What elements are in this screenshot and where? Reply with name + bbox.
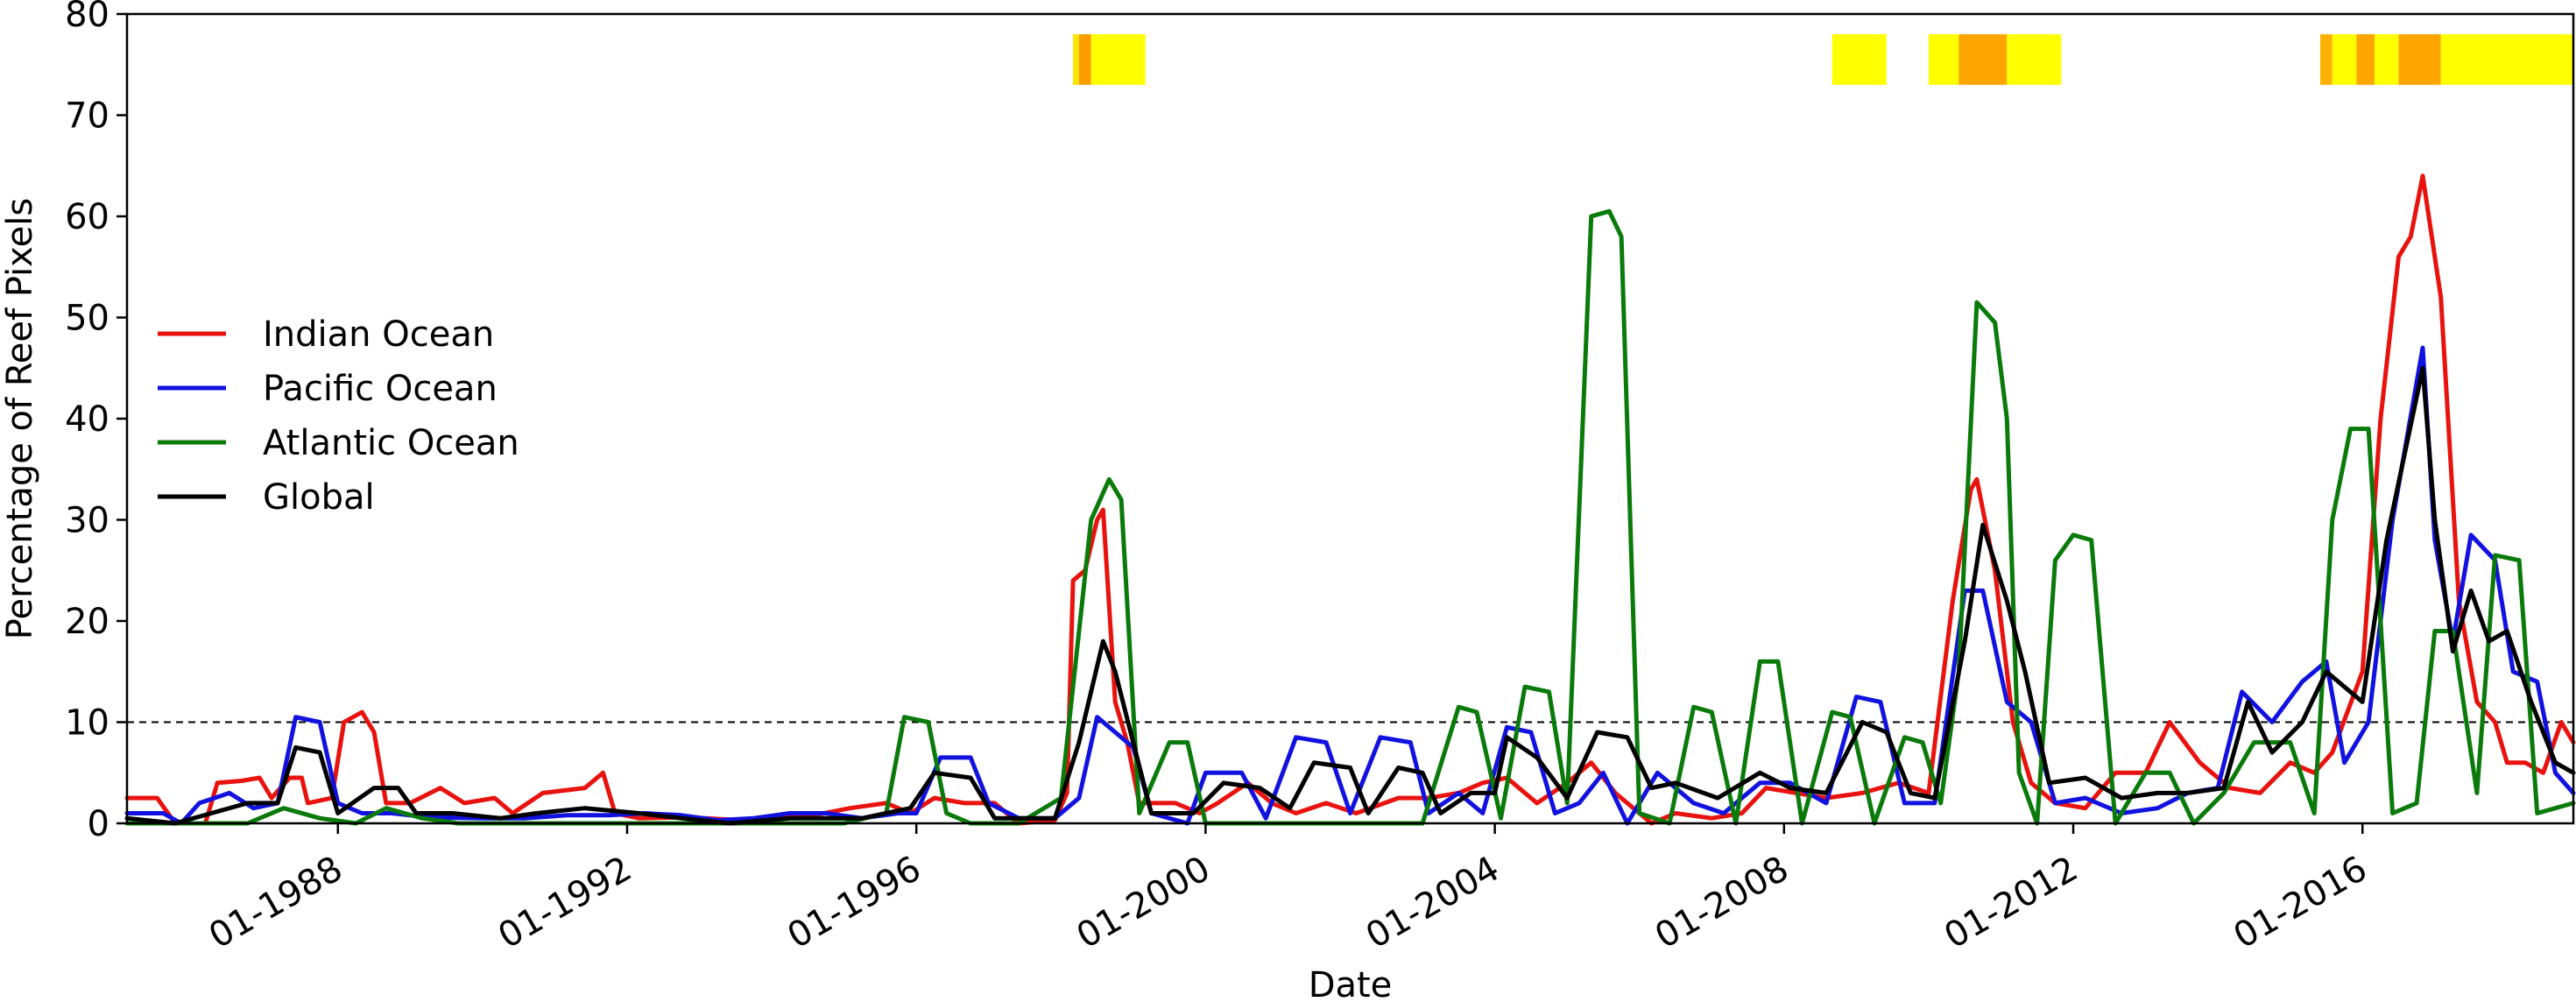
- series-line-pacific-ocean: [124, 345, 2576, 826]
- x-tick-label: 01-2004: [1359, 849, 1507, 956]
- alert-band-segment: [1090, 34, 1146, 85]
- x-tick-label: 01-2012: [1937, 849, 2085, 956]
- legend-label: Global: [263, 477, 375, 518]
- plot-frame: [125, 12, 2575, 825]
- legend: Indian Ocean Pacific Ocean Atlantic Ocean G…: [158, 314, 519, 518]
- x-tick-label: 01-1996: [780, 849, 928, 956]
- y-tick-label: 40: [65, 399, 109, 440]
- y-tick-label: 80: [65, 0, 109, 35]
- alert-band-segment: [1928, 34, 1959, 85]
- y-axis-ticks: 0 10 20 30 40 50 60 70 80: [65, 0, 127, 844]
- alert-band-segment: [2398, 34, 2441, 85]
- alert-band-segment: [1078, 34, 1091, 85]
- y-tick-label: 10: [65, 703, 109, 744]
- alert-band-segment: [1831, 34, 1887, 85]
- alert-band-segment: [1958, 34, 2008, 85]
- y-tick-label: 0: [88, 804, 109, 844]
- x-tick-label: 01-1988: [202, 849, 349, 956]
- y-tick-label: 70: [65, 96, 109, 137]
- legend-label: Atlantic Ocean: [263, 423, 519, 463]
- alert-band-segment: [2332, 34, 2357, 85]
- bleaching-alert-bands: [1073, 34, 2573, 85]
- y-tick-label: 30: [65, 501, 109, 541]
- x-axis-ticks: 01-1988 01-1992 01-1996 01-2000 01-2004 01-20…: [202, 823, 2374, 956]
- y-tick-label: 20: [65, 602, 109, 642]
- series-line-global: [124, 365, 2576, 826]
- y-axis-title: Percentage of Reef Pixels: [0, 198, 40, 639]
- x-tick-label: 01-1992: [491, 849, 639, 956]
- alert-band-segment: [2320, 34, 2333, 85]
- legend-label: Indian Ocean: [263, 314, 494, 355]
- alert-band-segment: [2374, 34, 2399, 85]
- x-tick-label: 01-2000: [1070, 849, 1217, 956]
- alert-band-segment: [2356, 34, 2375, 85]
- alert-band-segment: [2007, 34, 2062, 85]
- x-tick-label: 01-2016: [2227, 849, 2374, 956]
- series-line-atlantic-ocean: [124, 208, 2576, 826]
- alert-band-segment: [2440, 34, 2573, 85]
- x-axis-title: Date: [1309, 965, 1393, 1002]
- y-tick-label: 50: [65, 299, 109, 339]
- alert-band-segment: [1073, 34, 1079, 85]
- series-lines: [124, 173, 2576, 826]
- series-line-indian-ocean: [124, 173, 2576, 826]
- x-tick-label: 01-2008: [1648, 849, 1796, 956]
- legend-label: Pacific Ocean: [263, 369, 498, 409]
- y-tick-label: 60: [65, 197, 109, 237]
